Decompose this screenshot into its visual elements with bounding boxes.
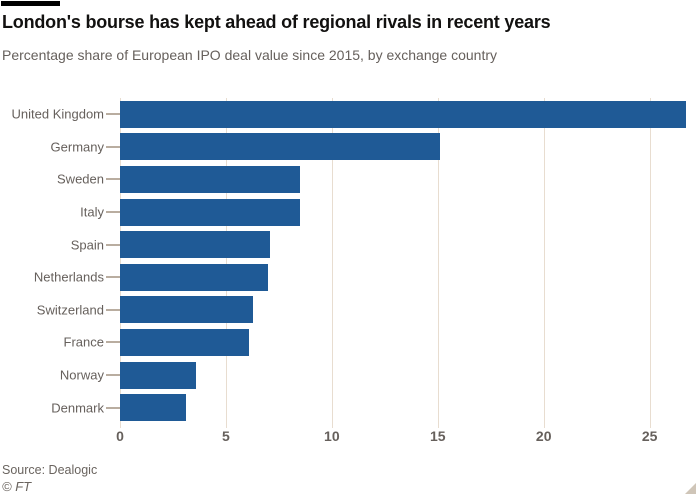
title-accent-bar: [1, 1, 60, 6]
x-tick-label-25: 25: [641, 428, 658, 444]
bar-row-netherlands: Netherlands: [0, 261, 700, 294]
gridline-x-5: [225, 98, 227, 428]
category-tick: [106, 341, 120, 344]
bar-germany: [120, 133, 440, 161]
category-tick: [106, 211, 120, 214]
bar-row-italy: Italy: [0, 196, 700, 229]
category-label: Denmark: [51, 400, 104, 416]
bar-italy: [120, 198, 301, 226]
bar-row-norway: Norway: [0, 359, 700, 392]
category-tick: [106, 276, 120, 279]
bar-netherlands: [120, 263, 269, 291]
gridline-x-0: [120, 98, 121, 428]
category-label: Germany: [50, 139, 104, 155]
gridline-x-10: [331, 98, 333, 428]
bar-row-united-kingdom: United Kingdom: [0, 98, 700, 131]
bar-norway: [120, 361, 197, 389]
bar-spain: [120, 231, 271, 259]
category-label: France: [63, 334, 104, 350]
category-label: Norway: [59, 367, 104, 383]
bar-united-kingdom: [120, 100, 686, 128]
bar-france: [120, 328, 250, 356]
x-tick-label-5: 5: [222, 428, 230, 444]
gridline-x-20: [543, 98, 545, 428]
x-tick-label-20: 20: [535, 428, 552, 444]
bar-sweden: [120, 165, 301, 193]
gridline-x-25: [649, 98, 651, 428]
bar-row-switzerland: Switzerland: [0, 294, 700, 327]
category-tick: [106, 145, 120, 148]
x-tick-label-10: 10: [324, 428, 340, 444]
chart-subtitle: Percentage share of European IPO deal va…: [2, 47, 497, 63]
bar-denmark: [120, 394, 186, 422]
category-label: Italy: [80, 204, 104, 220]
ft-copyright: © FT: [2, 479, 32, 494]
plot-area: United Kingdom Germany Sweden Italy Spain Net…: [0, 98, 700, 444]
category-tick: [106, 406, 120, 409]
bar-row-sweden: Sweden: [0, 163, 700, 196]
category-label: Switzerland: [36, 302, 104, 318]
category-label: United Kingdom: [11, 106, 105, 122]
category-tick: [106, 243, 120, 246]
chart-title: London's bourse has kept ahead of region…: [2, 12, 551, 32]
category-label: Sweden: [57, 171, 104, 187]
bar-row-spain: Spain: [0, 228, 700, 261]
gridline-x-15: [437, 98, 439, 428]
bar-row-germany: Germany: [0, 131, 700, 164]
bar-switzerland: [120, 296, 254, 324]
bar-row-france: France: [0, 326, 700, 359]
x-tick-label-0: 0: [116, 428, 124, 444]
category-label: Spain: [70, 237, 104, 253]
category-tick: [106, 113, 120, 116]
bar-row-denmark: Denmark: [0, 391, 700, 424]
category-tick: [106, 178, 120, 181]
source-label: Source: Dealogic: [2, 463, 98, 477]
category-tick: [106, 374, 120, 377]
category-tick: [106, 308, 120, 311]
resize-corner-icon: [685, 483, 696, 494]
x-tick-label-15: 15: [429, 428, 446, 444]
category-label: Netherlands: [33, 269, 104, 285]
